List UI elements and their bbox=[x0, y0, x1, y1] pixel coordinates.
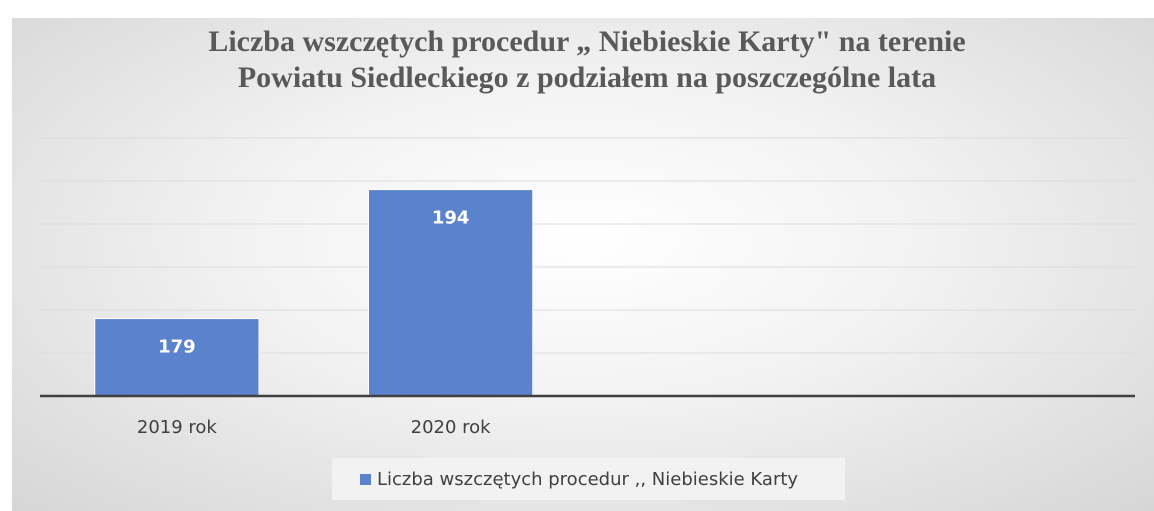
bar bbox=[94, 318, 260, 397]
bar bbox=[368, 189, 534, 397]
x-tick-label: 2020 rok bbox=[411, 417, 492, 438]
chart-title: Liczba wszczętych procedur „ Niebieskie … bbox=[208, 25, 966, 94]
chart: 2019 rok 179 2020 rok 194 Liczba wszczętych … bbox=[40, 137, 1135, 500]
data-label: 194 bbox=[432, 208, 470, 229]
legend-swatch bbox=[360, 474, 371, 485]
x-tick-label: 2019 rok bbox=[137, 417, 218, 438]
data-label: 179 bbox=[158, 337, 196, 358]
legend-box bbox=[332, 458, 845, 500]
chart-area: 2019 rok 179 2020 rok 194 Liczba wszczętych … bbox=[12, 18, 1154, 511]
legend-label: Liczba wszczętych procedur ,, Niebieskie… bbox=[377, 469, 798, 490]
